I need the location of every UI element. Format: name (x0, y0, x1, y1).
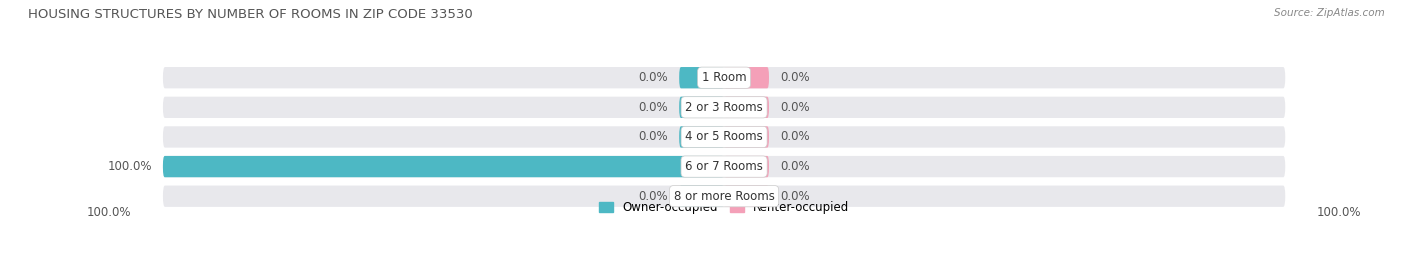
FancyBboxPatch shape (163, 156, 1285, 177)
Text: 0.0%: 0.0% (638, 190, 668, 203)
FancyBboxPatch shape (163, 97, 1285, 118)
Text: 0.0%: 0.0% (780, 190, 810, 203)
Text: 0.0%: 0.0% (638, 130, 668, 143)
Text: 0.0%: 0.0% (638, 71, 668, 84)
FancyBboxPatch shape (679, 126, 724, 148)
FancyBboxPatch shape (163, 126, 1285, 148)
FancyBboxPatch shape (679, 185, 724, 207)
Text: 0.0%: 0.0% (780, 101, 810, 114)
Text: 0.0%: 0.0% (638, 101, 668, 114)
FancyBboxPatch shape (163, 156, 724, 177)
Text: 100.0%: 100.0% (87, 206, 132, 219)
Text: 100.0%: 100.0% (107, 160, 152, 173)
FancyBboxPatch shape (163, 67, 1285, 88)
Text: 4 or 5 Rooms: 4 or 5 Rooms (685, 130, 763, 143)
Text: 100.0%: 100.0% (1316, 206, 1361, 219)
FancyBboxPatch shape (724, 126, 769, 148)
Legend: Owner-occupied, Renter-occupied: Owner-occupied, Renter-occupied (593, 196, 855, 219)
FancyBboxPatch shape (679, 67, 724, 88)
FancyBboxPatch shape (724, 185, 769, 207)
Text: 1 Room: 1 Room (702, 71, 747, 84)
FancyBboxPatch shape (679, 97, 724, 118)
FancyBboxPatch shape (724, 156, 769, 177)
Text: 2 or 3 Rooms: 2 or 3 Rooms (685, 101, 763, 114)
FancyBboxPatch shape (724, 97, 769, 118)
Text: Source: ZipAtlas.com: Source: ZipAtlas.com (1274, 8, 1385, 18)
FancyBboxPatch shape (163, 185, 1285, 207)
Text: 0.0%: 0.0% (780, 160, 810, 173)
Text: 6 or 7 Rooms: 6 or 7 Rooms (685, 160, 763, 173)
Text: HOUSING STRUCTURES BY NUMBER OF ROOMS IN ZIP CODE 33530: HOUSING STRUCTURES BY NUMBER OF ROOMS IN… (28, 8, 472, 21)
Text: 8 or more Rooms: 8 or more Rooms (673, 190, 775, 203)
FancyBboxPatch shape (724, 67, 769, 88)
Text: 0.0%: 0.0% (780, 130, 810, 143)
Text: 0.0%: 0.0% (780, 71, 810, 84)
